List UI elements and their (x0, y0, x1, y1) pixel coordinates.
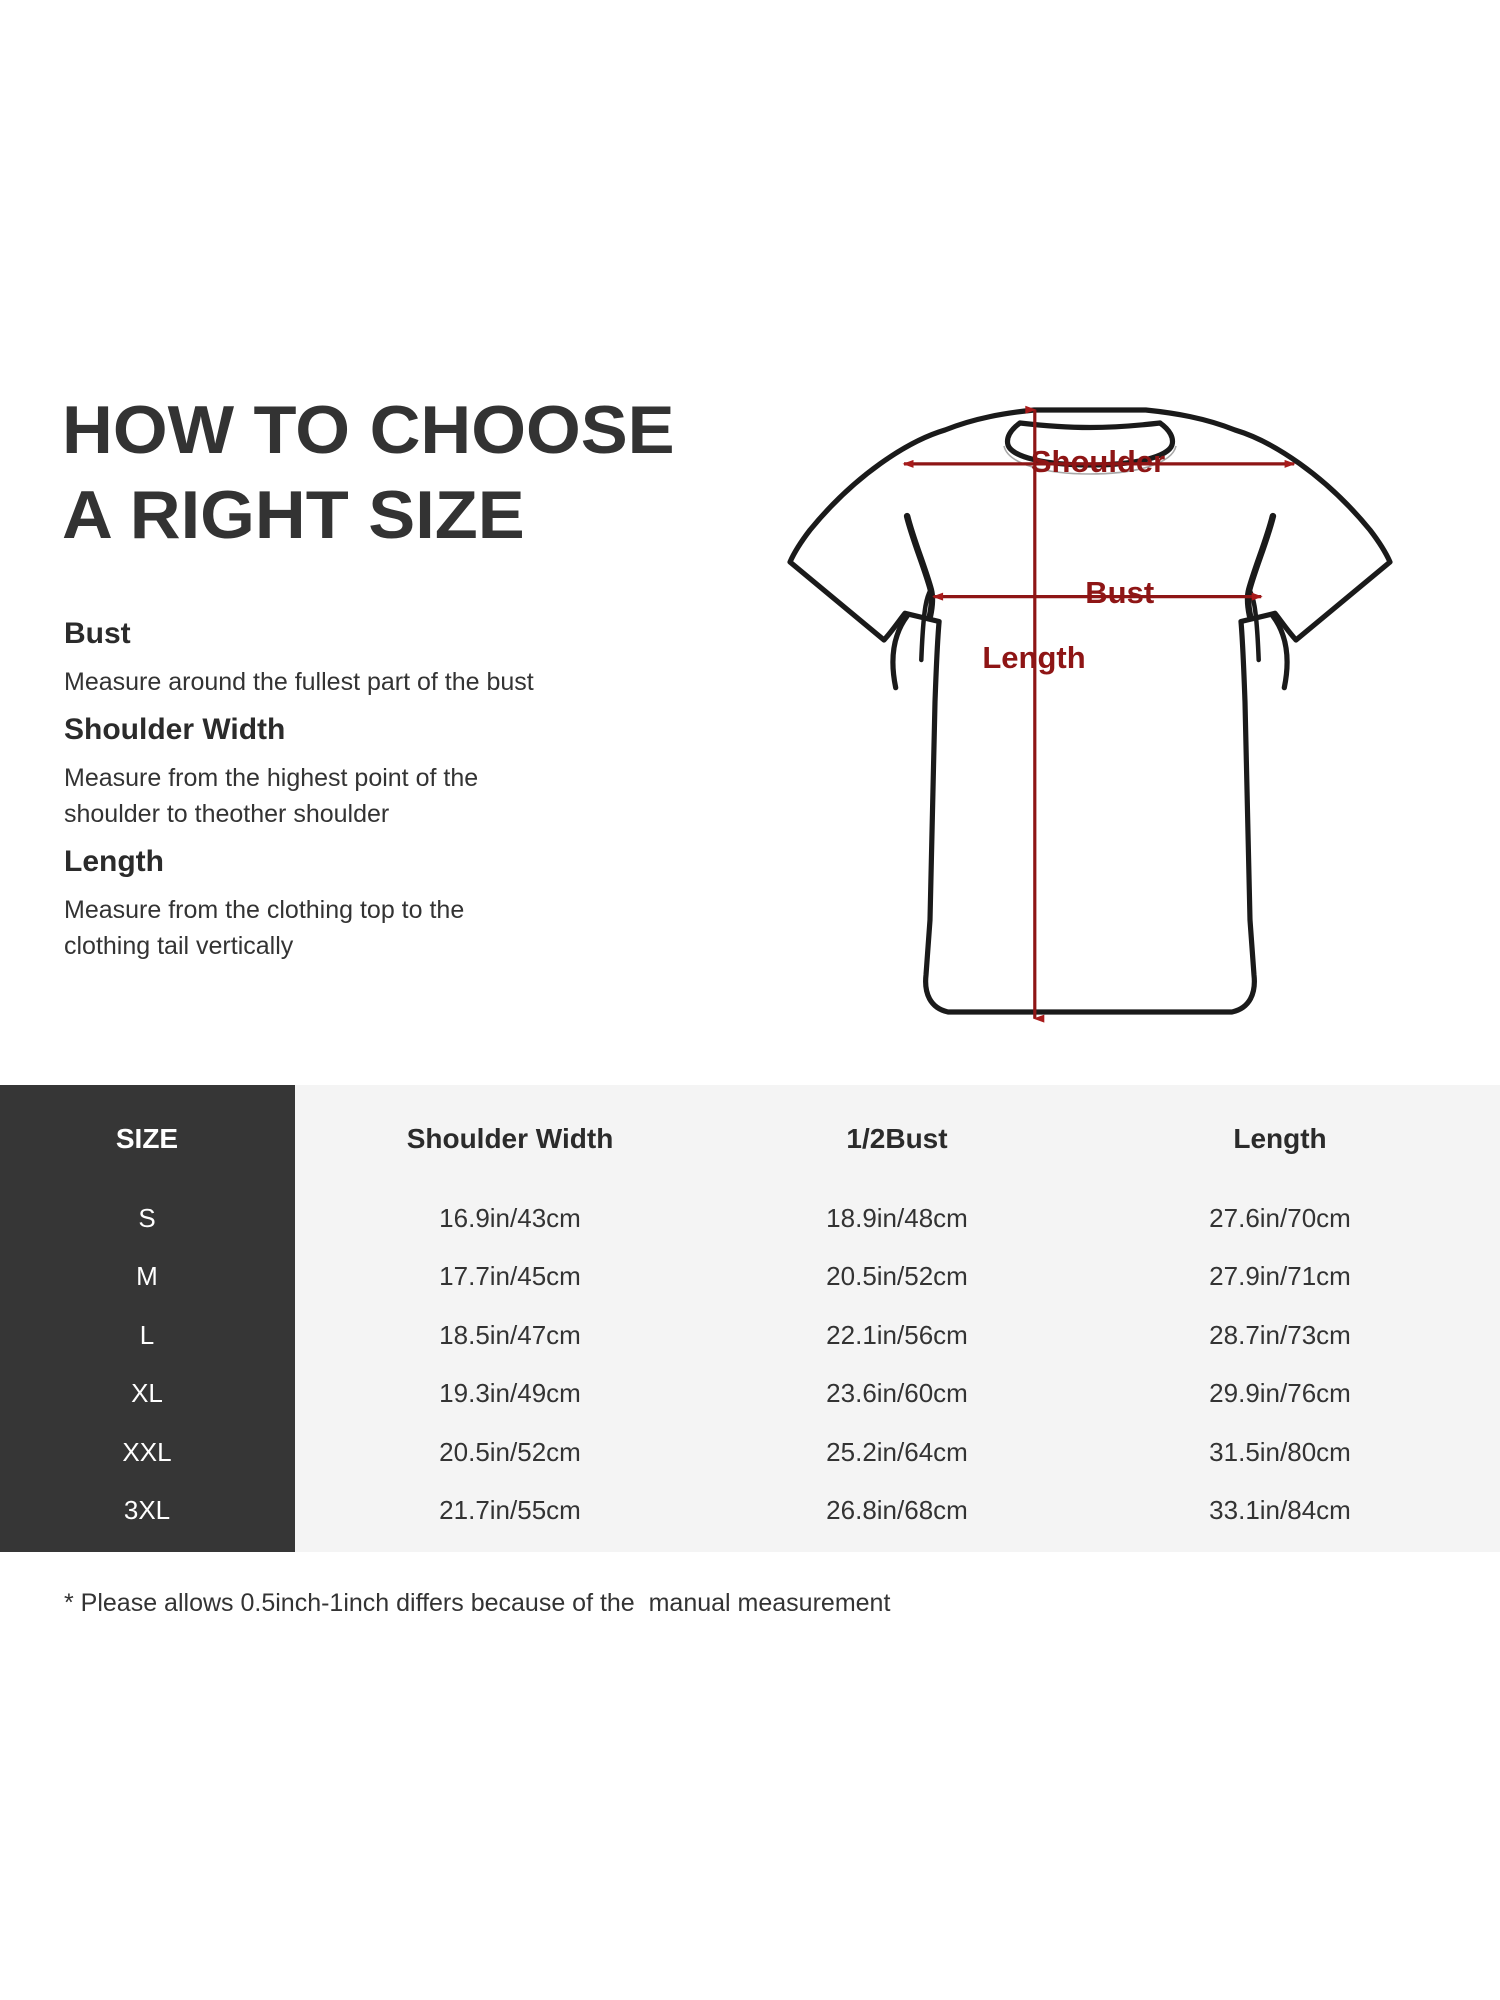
svg-text:Length: Length (982, 640, 1085, 675)
svg-text:Shoulder: Shoulder (1031, 444, 1165, 479)
svg-text:Bust: Bust (1085, 575, 1154, 610)
